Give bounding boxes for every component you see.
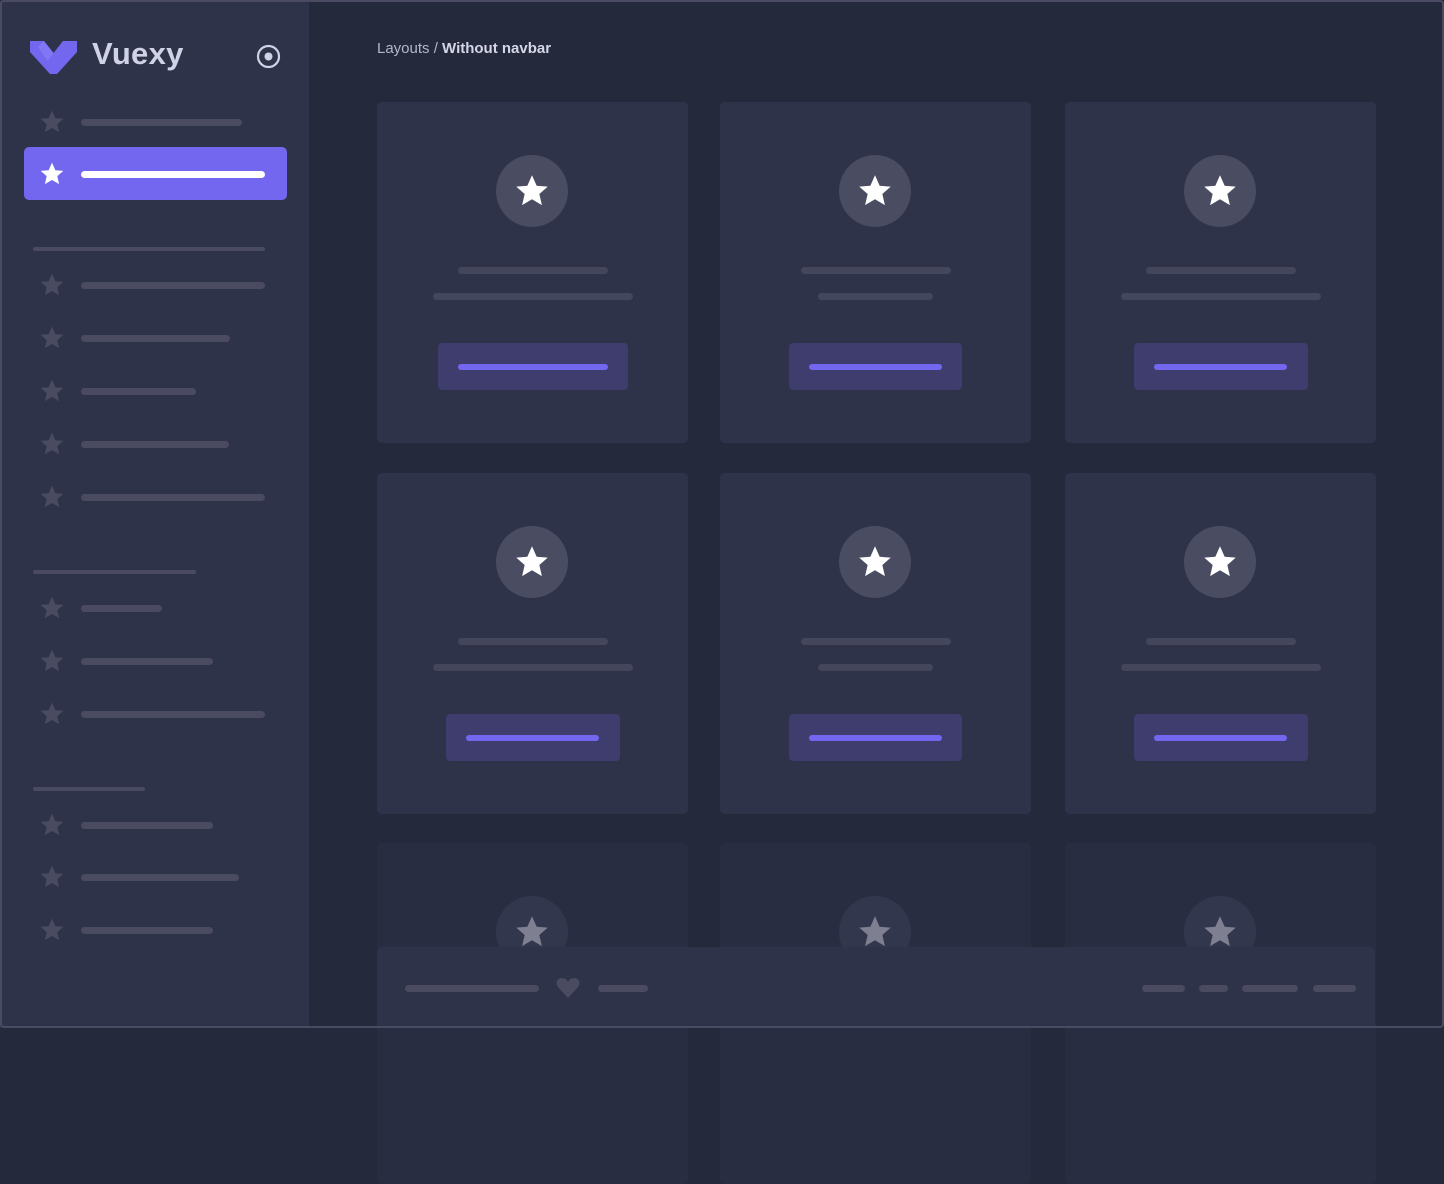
heart-icon [556, 978, 580, 998]
sidebar-item-8[interactable] [81, 605, 162, 612]
card-button[interactable] [1133, 343, 1308, 390]
card [720, 473, 1031, 814]
card-title [1145, 267, 1296, 274]
star-icon [39, 595, 65, 621]
sidebar-item-11[interactable] [81, 822, 213, 829]
card-icon-circle [1184, 526, 1256, 598]
card [377, 102, 688, 443]
sidebar-item-5[interactable] [81, 388, 196, 395]
footer-text [598, 985, 648, 992]
star-icon [514, 544, 550, 580]
star-icon [857, 914, 893, 950]
star-icon [39, 378, 65, 404]
sidebar-item-3[interactable] [81, 282, 265, 289]
card-button[interactable] [789, 714, 962, 761]
brand-name: Vuexy [92, 36, 184, 71]
star-icon [857, 173, 893, 209]
sidebar: Vuexy [0, 0, 309, 1028]
sidebar-item-6[interactable] [81, 441, 229, 448]
card-icon-circle [839, 155, 911, 227]
sidebar-item-13[interactable] [81, 927, 213, 934]
card-title [457, 638, 608, 645]
star-icon [1202, 914, 1238, 950]
sidebar-item-1[interactable] [81, 119, 242, 126]
card-button[interactable] [789, 343, 962, 390]
card-icon-circle [1184, 155, 1256, 227]
sidebar-item-9[interactable] [81, 658, 213, 665]
footer-link[interactable] [1242, 985, 1298, 992]
star-icon [514, 914, 550, 950]
card-icon-circle [839, 526, 911, 598]
card-subtitle [432, 664, 633, 671]
footer-link[interactable] [1142, 985, 1185, 992]
star-icon [39, 917, 65, 943]
card-button[interactable] [445, 714, 620, 761]
card-subtitle [1120, 293, 1321, 300]
card-subtitle [1120, 664, 1321, 671]
star-icon [39, 648, 65, 674]
card [720, 102, 1031, 443]
sidebar-item-12[interactable] [81, 874, 239, 881]
card-button[interactable] [1133, 714, 1308, 761]
star-icon [39, 272, 65, 298]
sidebar-section-divider [33, 570, 196, 574]
card-title [457, 267, 608, 274]
card-icon-circle [496, 155, 568, 227]
card [1065, 102, 1376, 443]
card-title [800, 638, 951, 645]
star-icon [39, 161, 65, 187]
sidebar-item-10[interactable] [81, 711, 265, 718]
sidebar-item-4[interactable] [81, 335, 230, 342]
star-icon [514, 173, 550, 209]
star-icon [857, 544, 893, 580]
footer-link[interactable] [1199, 985, 1228, 992]
breadcrumb-parent[interactable]: Layouts / [377, 40, 438, 57]
footer-link[interactable] [1313, 985, 1356, 992]
star-icon [39, 812, 65, 838]
star-icon [39, 701, 65, 727]
card [1065, 473, 1376, 814]
star-icon [39, 325, 65, 351]
card-title [1145, 638, 1296, 645]
sidebar-item-7[interactable] [81, 494, 265, 501]
star-icon [39, 864, 65, 890]
sidebar-section-divider [33, 247, 265, 251]
card-subtitle [818, 293, 933, 300]
card-subtitle [818, 664, 933, 671]
star-icon [39, 431, 65, 457]
vuexy-logo-icon [30, 41, 77, 74]
card-icon-circle [496, 526, 568, 598]
breadcrumb: Layouts / Without navbar [377, 40, 551, 57]
star-icon [1202, 173, 1238, 209]
footer [377, 947, 1375, 1028]
card-title [800, 267, 951, 274]
star-icon [1202, 544, 1238, 580]
sidebar-section-divider [33, 787, 145, 791]
star-icon [39, 484, 65, 510]
radio-circle-icon[interactable] [256, 44, 281, 69]
card-button[interactable] [437, 343, 628, 390]
star-icon [39, 109, 65, 135]
breadcrumb-current: Without navbar [442, 40, 552, 57]
footer-text [405, 985, 539, 992]
card [377, 473, 688, 814]
sidebar-item-2[interactable] [81, 171, 265, 178]
card-subtitle [432, 293, 633, 300]
